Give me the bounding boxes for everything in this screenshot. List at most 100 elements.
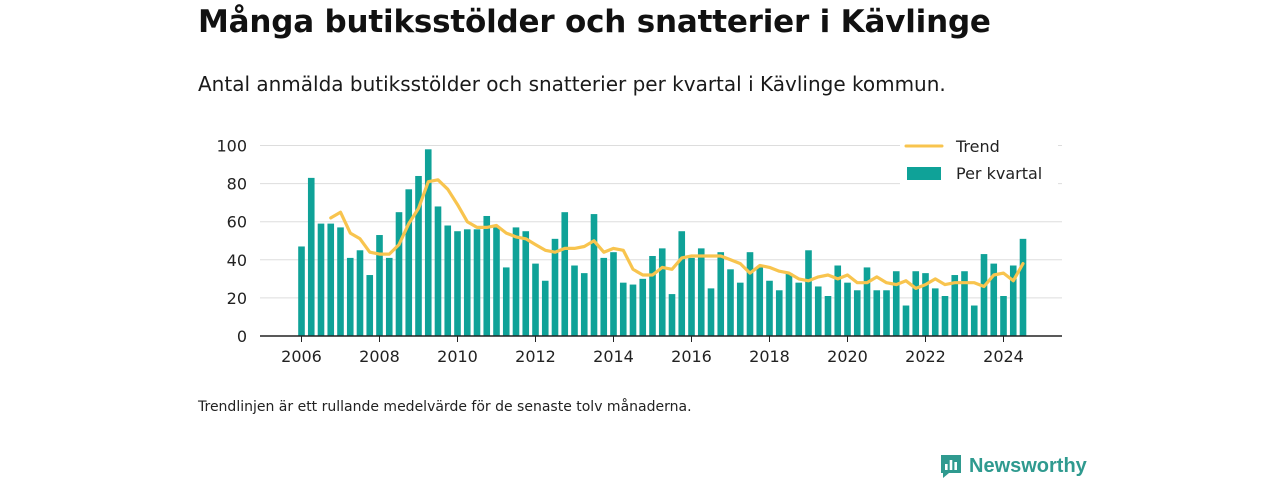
bar — [717, 252, 725, 336]
trend-series — [329, 178, 1025, 290]
y-tick-label: 0 — [237, 327, 247, 346]
y-tick-label: 80 — [227, 175, 247, 194]
bar — [892, 271, 900, 336]
bar — [970, 305, 978, 336]
bar — [522, 231, 530, 336]
bar — [834, 265, 842, 336]
bar — [327, 223, 335, 336]
bar — [385, 257, 393, 336]
bar — [863, 267, 871, 336]
legend: Trend Per kvartal — [900, 133, 1058, 185]
bar — [1009, 265, 1017, 336]
bar — [912, 271, 920, 336]
bar — [473, 229, 481, 336]
chart-subtitle: Antal anmälda butiksstölder och snatteri… — [198, 72, 946, 96]
bar — [649, 255, 656, 336]
y-tick-label: 40 — [227, 251, 247, 270]
bar — [317, 223, 325, 336]
bar — [337, 227, 344, 336]
bar — [805, 250, 812, 336]
bar — [483, 215, 491, 337]
bar — [883, 290, 890, 336]
bar — [366, 275, 374, 336]
bar — [951, 275, 959, 336]
x-tick-label: 2016 — [671, 347, 712, 366]
x-tick-label: 2022 — [905, 347, 946, 366]
bar — [736, 282, 744, 336]
bar — [376, 235, 383, 336]
bar — [405, 189, 413, 336]
x-tick-label: 2020 — [827, 347, 868, 366]
bar — [658, 248, 666, 336]
x-tick-label: 2014 — [593, 347, 634, 366]
bar — [668, 294, 676, 336]
bar — [571, 265, 578, 336]
y-tick-label: 20 — [227, 289, 247, 308]
bar — [629, 284, 637, 336]
brand-logo-group[interactable]: Newsworthy — [939, 451, 1087, 481]
bar — [990, 263, 998, 336]
bar — [639, 278, 647, 336]
bar — [844, 282, 851, 336]
bar — [824, 296, 832, 337]
bar — [766, 280, 773, 336]
bar — [727, 269, 734, 336]
bar — [707, 288, 715, 337]
bar — [678, 231, 686, 336]
bar — [873, 290, 881, 336]
bar — [619, 282, 627, 336]
brand-name: Newsworthy — [969, 454, 1087, 477]
bar — [931, 288, 939, 337]
bar — [1000, 296, 1007, 337]
chart: 0 20 40 60 80 100 2006 2008 2010 2012 2014 2016 2018… — [216, 133, 1062, 366]
bar — [941, 296, 949, 337]
x-tick-label: 2012 — [515, 347, 556, 366]
bar — [688, 257, 695, 336]
y-tick-label: 100 — [216, 137, 247, 156]
bar — [580, 273, 588, 336]
legend-trend-label: Trend — [955, 137, 1000, 156]
bar — [814, 286, 822, 336]
bar — [697, 248, 705, 336]
bar — [502, 267, 510, 336]
x-tick-label: 2010 — [437, 347, 478, 366]
bar — [756, 267, 764, 336]
x-tick-label: 2006 — [281, 347, 322, 366]
bar — [346, 257, 354, 336]
bar — [600, 257, 608, 336]
bar — [532, 263, 539, 336]
axes: 0 20 40 60 80 100 2006 2008 2010 2012 2014 2016 2018… — [216, 137, 1062, 366]
bar — [785, 273, 793, 336]
bar — [395, 212, 403, 337]
y-tick-label: 60 — [227, 213, 247, 232]
trend-line — [329, 178, 1025, 290]
bar — [415, 175, 422, 336]
legend-bar-swatch — [907, 167, 941, 180]
bar — [775, 290, 783, 336]
bar — [541, 280, 549, 336]
footnote: Trendlinjen är ett rullande medelvärde f… — [198, 399, 692, 415]
bar — [424, 149, 432, 336]
bar — [551, 238, 559, 336]
x-tick-label: 2018 — [749, 347, 790, 366]
bar — [961, 271, 968, 336]
bar — [610, 252, 617, 336]
x-tick-label: 2008 — [359, 347, 400, 366]
bar — [980, 254, 988, 336]
bar — [493, 227, 500, 336]
bar — [853, 290, 861, 336]
chart-title: Många butiksstölder och snatterier i Käv… — [198, 4, 991, 40]
newsworthy-logo-icon — [941, 455, 961, 478]
bar — [795, 282, 803, 336]
bar-series — [298, 149, 1027, 337]
bar — [590, 214, 598, 336]
bar — [356, 250, 364, 336]
legend-bar-label: Per kvartal — [956, 164, 1042, 183]
x-tick-label: 2024 — [983, 347, 1024, 366]
bar — [444, 225, 452, 336]
bar — [434, 206, 442, 336]
bar — [298, 246, 305, 336]
bar — [902, 305, 910, 336]
bar — [454, 231, 461, 336]
bar — [307, 177, 315, 336]
